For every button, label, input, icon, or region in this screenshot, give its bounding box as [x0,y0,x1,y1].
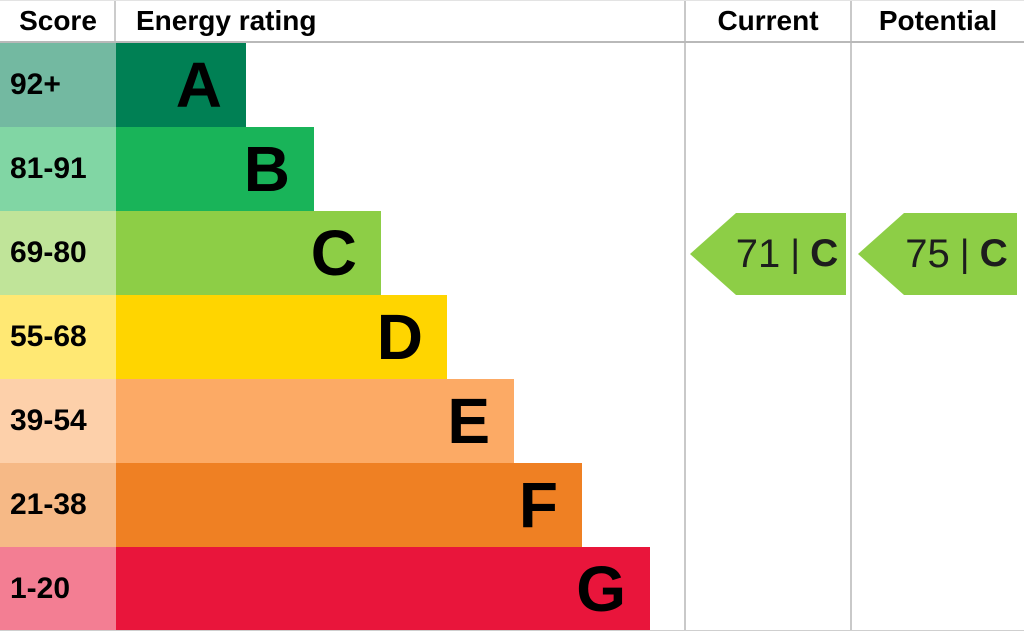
band-row-c: 69-80 C [0,211,684,295]
current-rating-letter: C [810,232,839,275]
header-energy-rating: Energy rating [136,5,317,36]
band-score-range-f: 21-38 [0,463,116,547]
band-letter-b: B [243,133,290,205]
band-letter-a: A [175,49,222,121]
potential-rating-arrow: 75 | C [858,213,1017,295]
band-letter-d: D [376,301,423,373]
band-bar-g: G [116,547,650,630]
band-letter-c: C [310,217,357,289]
band-letter-g: G [576,553,626,625]
header-current: Current [717,5,819,36]
header-underline [0,41,1024,43]
band-letter-e: E [447,385,490,457]
potential-rating-letter: C [979,232,1008,275]
header-score-divider [114,1,116,41]
band-bar-e: E [116,379,514,463]
current-rating-value: 71 [735,231,781,276]
band-row-f: 21-38 F [0,463,684,547]
header-row: Score Energy rating Current Potential [0,1,1024,41]
current-rating-separator: | [790,232,801,275]
header-score: Score [19,5,97,36]
band-bar-d: D [116,295,447,379]
potential-rating-separator: | [959,232,970,275]
current-rating-arrow: 71 | C [690,213,846,295]
band-row-g: 1-20 G [0,547,684,630]
band-bar-a: A [116,43,246,127]
band-score-range-c: 69-80 [0,211,116,295]
band-score-range-b: 81-91 [0,127,116,211]
band-score-range-d: 55-68 [0,295,116,379]
band-row-b: 81-91 B [0,127,684,211]
current-column-line [684,1,686,630]
band-score-range-g: 1-20 [0,547,116,630]
band-letter-f: F [518,469,558,541]
band-score-range-a: 92+ [0,43,116,127]
band-row-e: 39-54 E [0,379,684,463]
potential-column-line [850,1,852,630]
band-row-d: 55-68 D [0,295,684,379]
band-score-range-e: 39-54 [0,379,116,463]
band-rows: 92+ A 81-91 B 69-80 C 55-68 D 39-54 [0,43,684,630]
band-bar-b: B [116,127,314,211]
band-row-a: 92+ A [0,43,684,127]
potential-rating-value: 75 [905,231,950,276]
band-bar-c: C [116,211,381,295]
header-potential: Potential [878,5,998,36]
band-bar-f: F [116,463,582,547]
